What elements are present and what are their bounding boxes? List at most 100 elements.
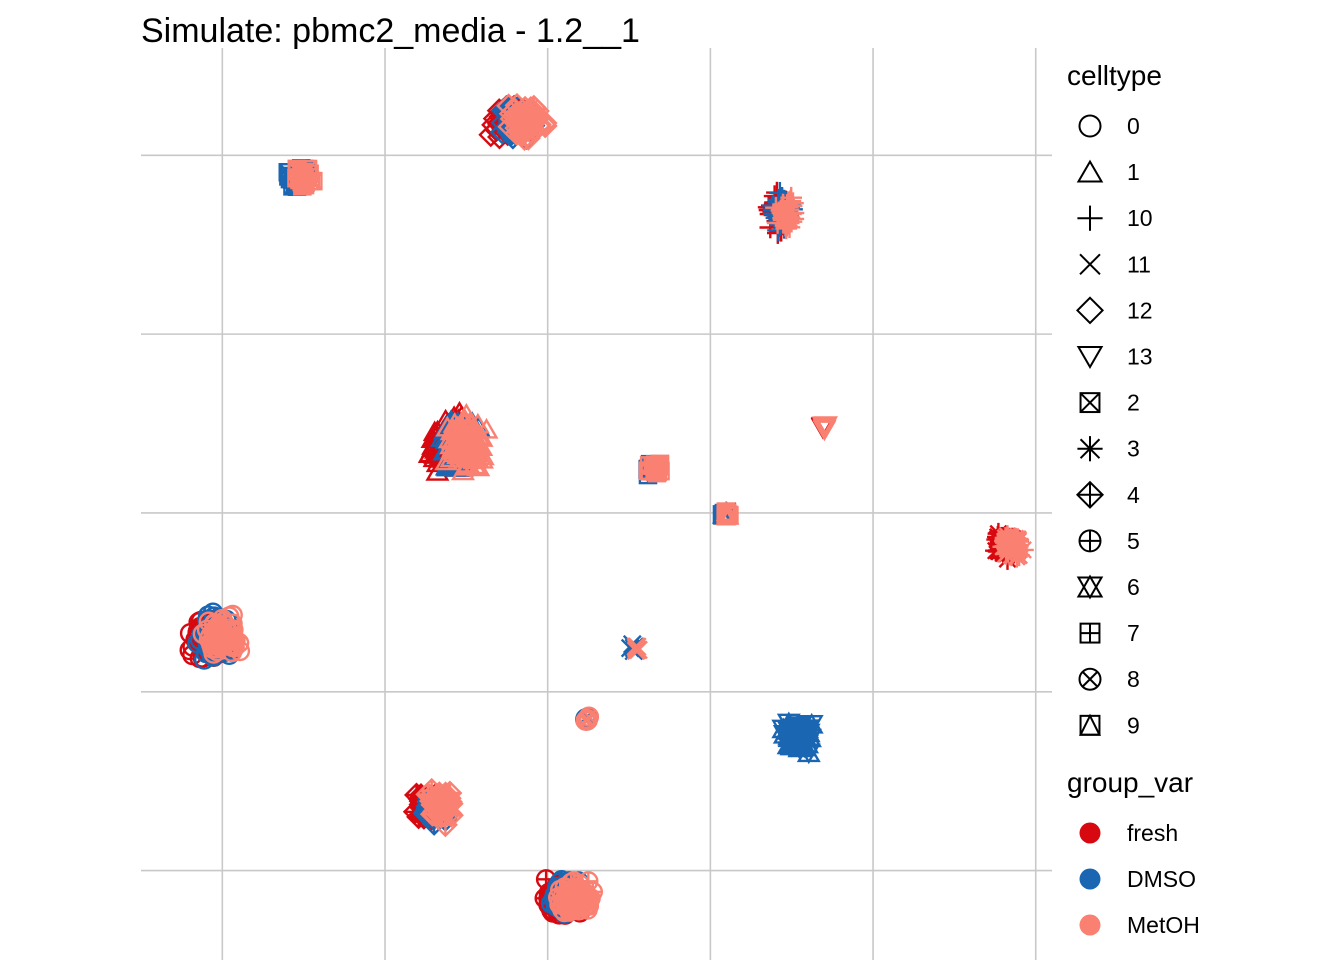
legend-swatch-dmso: [1079, 868, 1101, 890]
legend-label-celltype: 5: [1127, 528, 1140, 554]
legend-item-celltype-3: 3: [1077, 436, 1140, 462]
legend-group-var-items: fresh DMSO MetOH: [1079, 820, 1200, 938]
cluster-11-metoh: [626, 637, 648, 661]
legend-label-celltype: 9: [1127, 712, 1140, 738]
point-10-metoh: [776, 201, 799, 224]
legend-label-group-var: fresh: [1127, 820, 1178, 846]
legend-label-celltype: 2: [1127, 390, 1140, 416]
legend-label-group-var: MetOH: [1127, 912, 1200, 938]
legend-item-celltype-5: 5: [1078, 528, 1140, 554]
point-5-metoh: [563, 871, 584, 892]
legend-item-celltype-8: 8: [1078, 666, 1140, 692]
legend-item-celltype-1: 1: [1076, 159, 1140, 185]
point-13-metoh: [814, 416, 838, 437]
triangle-icon: [1076, 159, 1104, 183]
legend: celltype 0 1 10 11 12 13 2 3 4 5 6 7 8 9 group_var fr…: [1067, 60, 1200, 938]
circle-icon: [1078, 114, 1102, 138]
point-1-metoh: [466, 424, 491, 446]
point-4-metoh: [427, 793, 453, 819]
point-1-metoh: [460, 412, 485, 434]
point-6-dmso: [781, 719, 806, 743]
point-6-dmso: [776, 733, 801, 757]
grid-layer: [141, 48, 1052, 960]
legend-label-group-var: DMSO: [1127, 866, 1196, 892]
cluster-9-metoh: [715, 500, 740, 526]
point-7-metoh: [645, 461, 664, 481]
cluster-0-metoh: [192, 604, 251, 664]
legend-label-celltype: 7: [1127, 620, 1140, 646]
legend-title-celltype: celltype: [1067, 60, 1162, 91]
cluster-1-metoh: [434, 402, 499, 481]
point-1-metoh: [442, 412, 467, 433]
point-8-metoh: [576, 710, 597, 731]
legend-item-celltype-12: 12: [1075, 296, 1153, 325]
cluster-6-dmso: [771, 711, 824, 765]
legend-label-celltype: 11: [1127, 251, 1151, 277]
legend-label-celltype: 10: [1127, 205, 1153, 231]
legend-label-celltype: 4: [1127, 482, 1140, 508]
point-1-fresh: [417, 442, 442, 464]
legend-swatch-fresh: [1079, 822, 1101, 844]
plus-icon: [1077, 205, 1103, 231]
circle-cross-icon: [1078, 667, 1102, 691]
cluster-2-metoh: [287, 159, 323, 196]
legend-item-celltype-7: 7: [1079, 620, 1140, 646]
point-1-metoh: [451, 459, 475, 481]
diamond-icon: [1075, 296, 1105, 325]
circle-plus-icon: [1078, 529, 1102, 553]
cluster-13-metoh: [811, 416, 838, 442]
cluster-7-metoh: [638, 454, 670, 483]
legend-title-group-var: group_var: [1067, 767, 1193, 798]
legend-item-celltype-11: 11: [1079, 251, 1151, 277]
cluster-4-metoh: [415, 777, 464, 838]
point-2-metoh: [287, 159, 307, 179]
point-12-metoh: [505, 111, 531, 137]
cluster-12-metoh: [496, 92, 558, 151]
point-2-metoh: [303, 171, 323, 191]
legend-item-celltype-10: 10: [1077, 205, 1153, 231]
legend-label-celltype: 8: [1127, 666, 1140, 692]
legend-label-celltype: 12: [1127, 297, 1153, 323]
legend-label-celltype: 6: [1127, 574, 1140, 600]
legend-item-group-fresh: fresh: [1079, 820, 1178, 846]
legend-item-celltype-4: 4: [1075, 480, 1140, 509]
legend-swatch-metoh: [1079, 914, 1101, 936]
point-9-metoh: [717, 501, 738, 523]
point-1-metoh: [439, 433, 464, 455]
square-cross-icon: [1079, 392, 1101, 414]
legend-item-celltype-6: 6: [1076, 574, 1140, 600]
cluster-5-metoh: [548, 871, 603, 923]
point-1-metoh: [460, 422, 485, 443]
point-6-dmso: [786, 716, 811, 739]
point-10-metoh: [774, 203, 796, 225]
legend-label-celltype: 1: [1127, 159, 1140, 185]
cluster-10-metoh: [765, 186, 805, 240]
cluster-3-metoh: [992, 525, 1034, 568]
triangle-down-icon: [1076, 346, 1104, 369]
legend-item-celltype-9: 9: [1078, 712, 1140, 738]
point-5-metoh: [570, 895, 592, 917]
point-12-metoh: [507, 100, 533, 126]
points-layer: [179, 92, 1034, 925]
legend-label-celltype: 0: [1127, 113, 1140, 139]
square-plus-icon: [1079, 622, 1101, 644]
point-11-metoh: [629, 640, 648, 660]
legend-item-celltype-0: 0: [1078, 113, 1140, 139]
diamond-plus-icon: [1075, 480, 1105, 509]
point-0-metoh: [210, 632, 231, 653]
legend-item-group-dmso: DMSO: [1079, 866, 1196, 892]
point-12-metoh: [511, 113, 537, 139]
point-1-metoh: [449, 439, 474, 460]
point-3-metoh: [1012, 539, 1034, 561]
legend-item-group-metoh: MetOH: [1079, 912, 1200, 938]
chart-title: Simulate: pbmc2_media - 1.2__1: [141, 12, 640, 50]
legend-label-celltype: 3: [1127, 436, 1140, 462]
legend-item-celltype-2: 2: [1079, 390, 1140, 416]
legend-celltype-items: 0 1 10 11 12 13 2 3 4 5 6 7 8 9: [1075, 113, 1153, 738]
point-3-metoh: [995, 534, 1018, 557]
cluster-8-metoh: [575, 706, 600, 731]
cross-icon: [1079, 253, 1101, 275]
point-0-metoh: [203, 626, 224, 648]
